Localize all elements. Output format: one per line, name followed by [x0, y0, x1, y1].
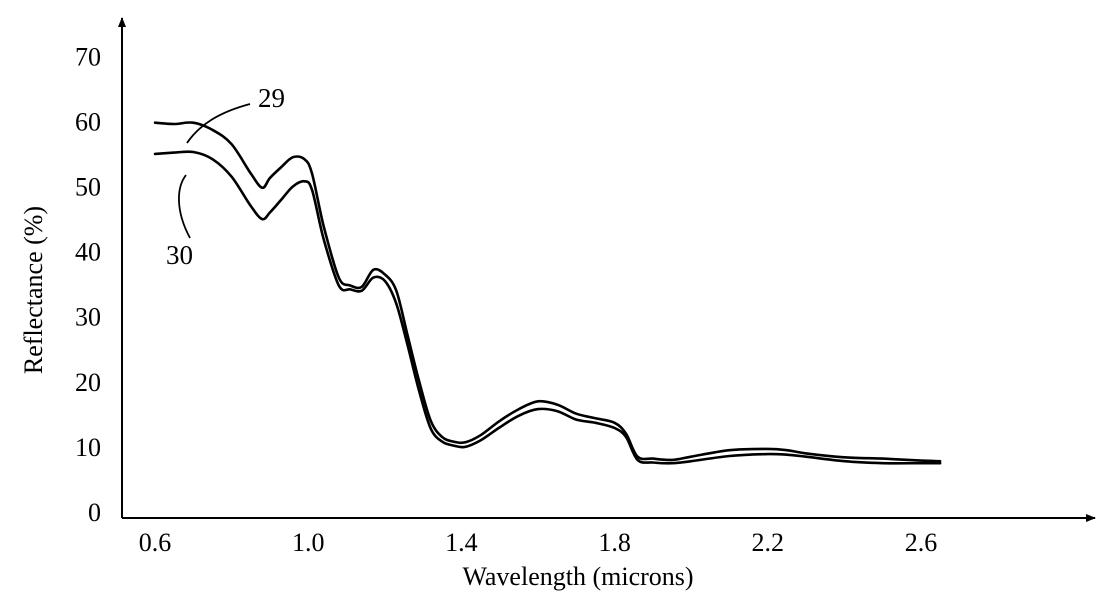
y-tick-label: 20: [75, 368, 101, 397]
x-tick-label: 2.6: [905, 528, 938, 557]
leader-line-30: [178, 174, 191, 239]
leader-line-29: [186, 103, 251, 144]
curve-label-30: 30: [166, 240, 193, 270]
series-line-30: [153, 150, 942, 465]
x-tick-labels: 0.6 1.0 1.4 1.8 2.2 2.6: [139, 528, 938, 557]
x-tick-label: 1.4: [445, 528, 478, 557]
y-tick-label: 40: [75, 238, 101, 267]
x-tick-label: 0.6: [139, 528, 172, 557]
series-line-29: [153, 121, 942, 463]
x-tick-label: 1.8: [598, 528, 631, 557]
y-tick-label: 50: [75, 173, 101, 202]
series-lines: [153, 121, 942, 465]
y-tick-label: 0: [88, 498, 101, 527]
y-tick-label: 10: [75, 433, 101, 462]
y-axis-title: Reflectance (%): [19, 206, 48, 374]
y-tick-label: 70: [75, 42, 101, 71]
x-tick-label: 1.0: [292, 528, 325, 557]
y-tick-label: 60: [75, 107, 101, 136]
x-axis-title: Wavelength (microns): [462, 562, 693, 591]
x-tick-label: 2.2: [752, 528, 785, 557]
y-tick-label: 30: [75, 303, 101, 332]
curve-label-29: 29: [258, 83, 285, 113]
y-tick-labels: 0 10 20 30 40 50 60 70: [75, 42, 101, 527]
